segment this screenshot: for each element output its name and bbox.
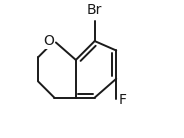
Text: Br: Br xyxy=(87,3,102,17)
Text: F: F xyxy=(119,93,127,107)
Text: O: O xyxy=(43,34,54,48)
